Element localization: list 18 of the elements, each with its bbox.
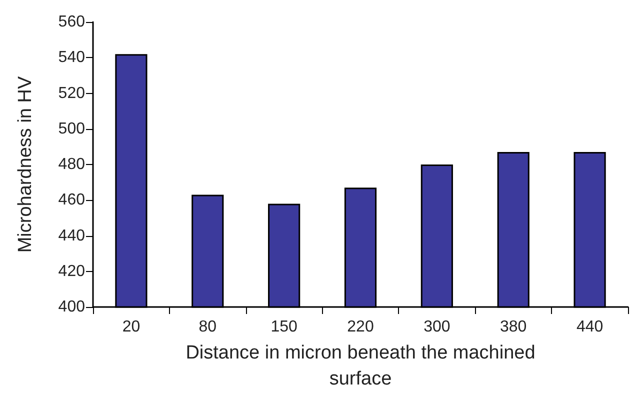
x-axis-title: Distance in micron beneath the machined surface <box>186 342 536 390</box>
y-tick-label: 520 <box>58 84 86 102</box>
y-tick-label: 560 <box>58 14 86 30</box>
y-tick-label: 500 <box>58 120 86 138</box>
y-tick-label: 460 <box>58 192 86 209</box>
y-tick-label: 480 <box>58 156 86 173</box>
y-tick-label: 440 <box>58 227 86 244</box>
y-tick-label: 420 <box>58 262 86 280</box>
x-tick-label: 150 <box>270 318 298 336</box>
x-tick-label: 300 <box>424 318 450 336</box>
y-tick-label: 540 <box>58 49 86 66</box>
y-tick-label: 400 <box>58 298 86 316</box>
x-tick-label: 80 <box>198 318 217 336</box>
x-tick-label: 440 <box>576 318 604 336</box>
x-tick-label: 20 <box>122 318 140 336</box>
x-tick-label: 380 <box>500 318 527 336</box>
x-tick-label: 220 <box>347 318 374 336</box>
y-axis-title: Microhardness in HV <box>15 76 36 253</box>
